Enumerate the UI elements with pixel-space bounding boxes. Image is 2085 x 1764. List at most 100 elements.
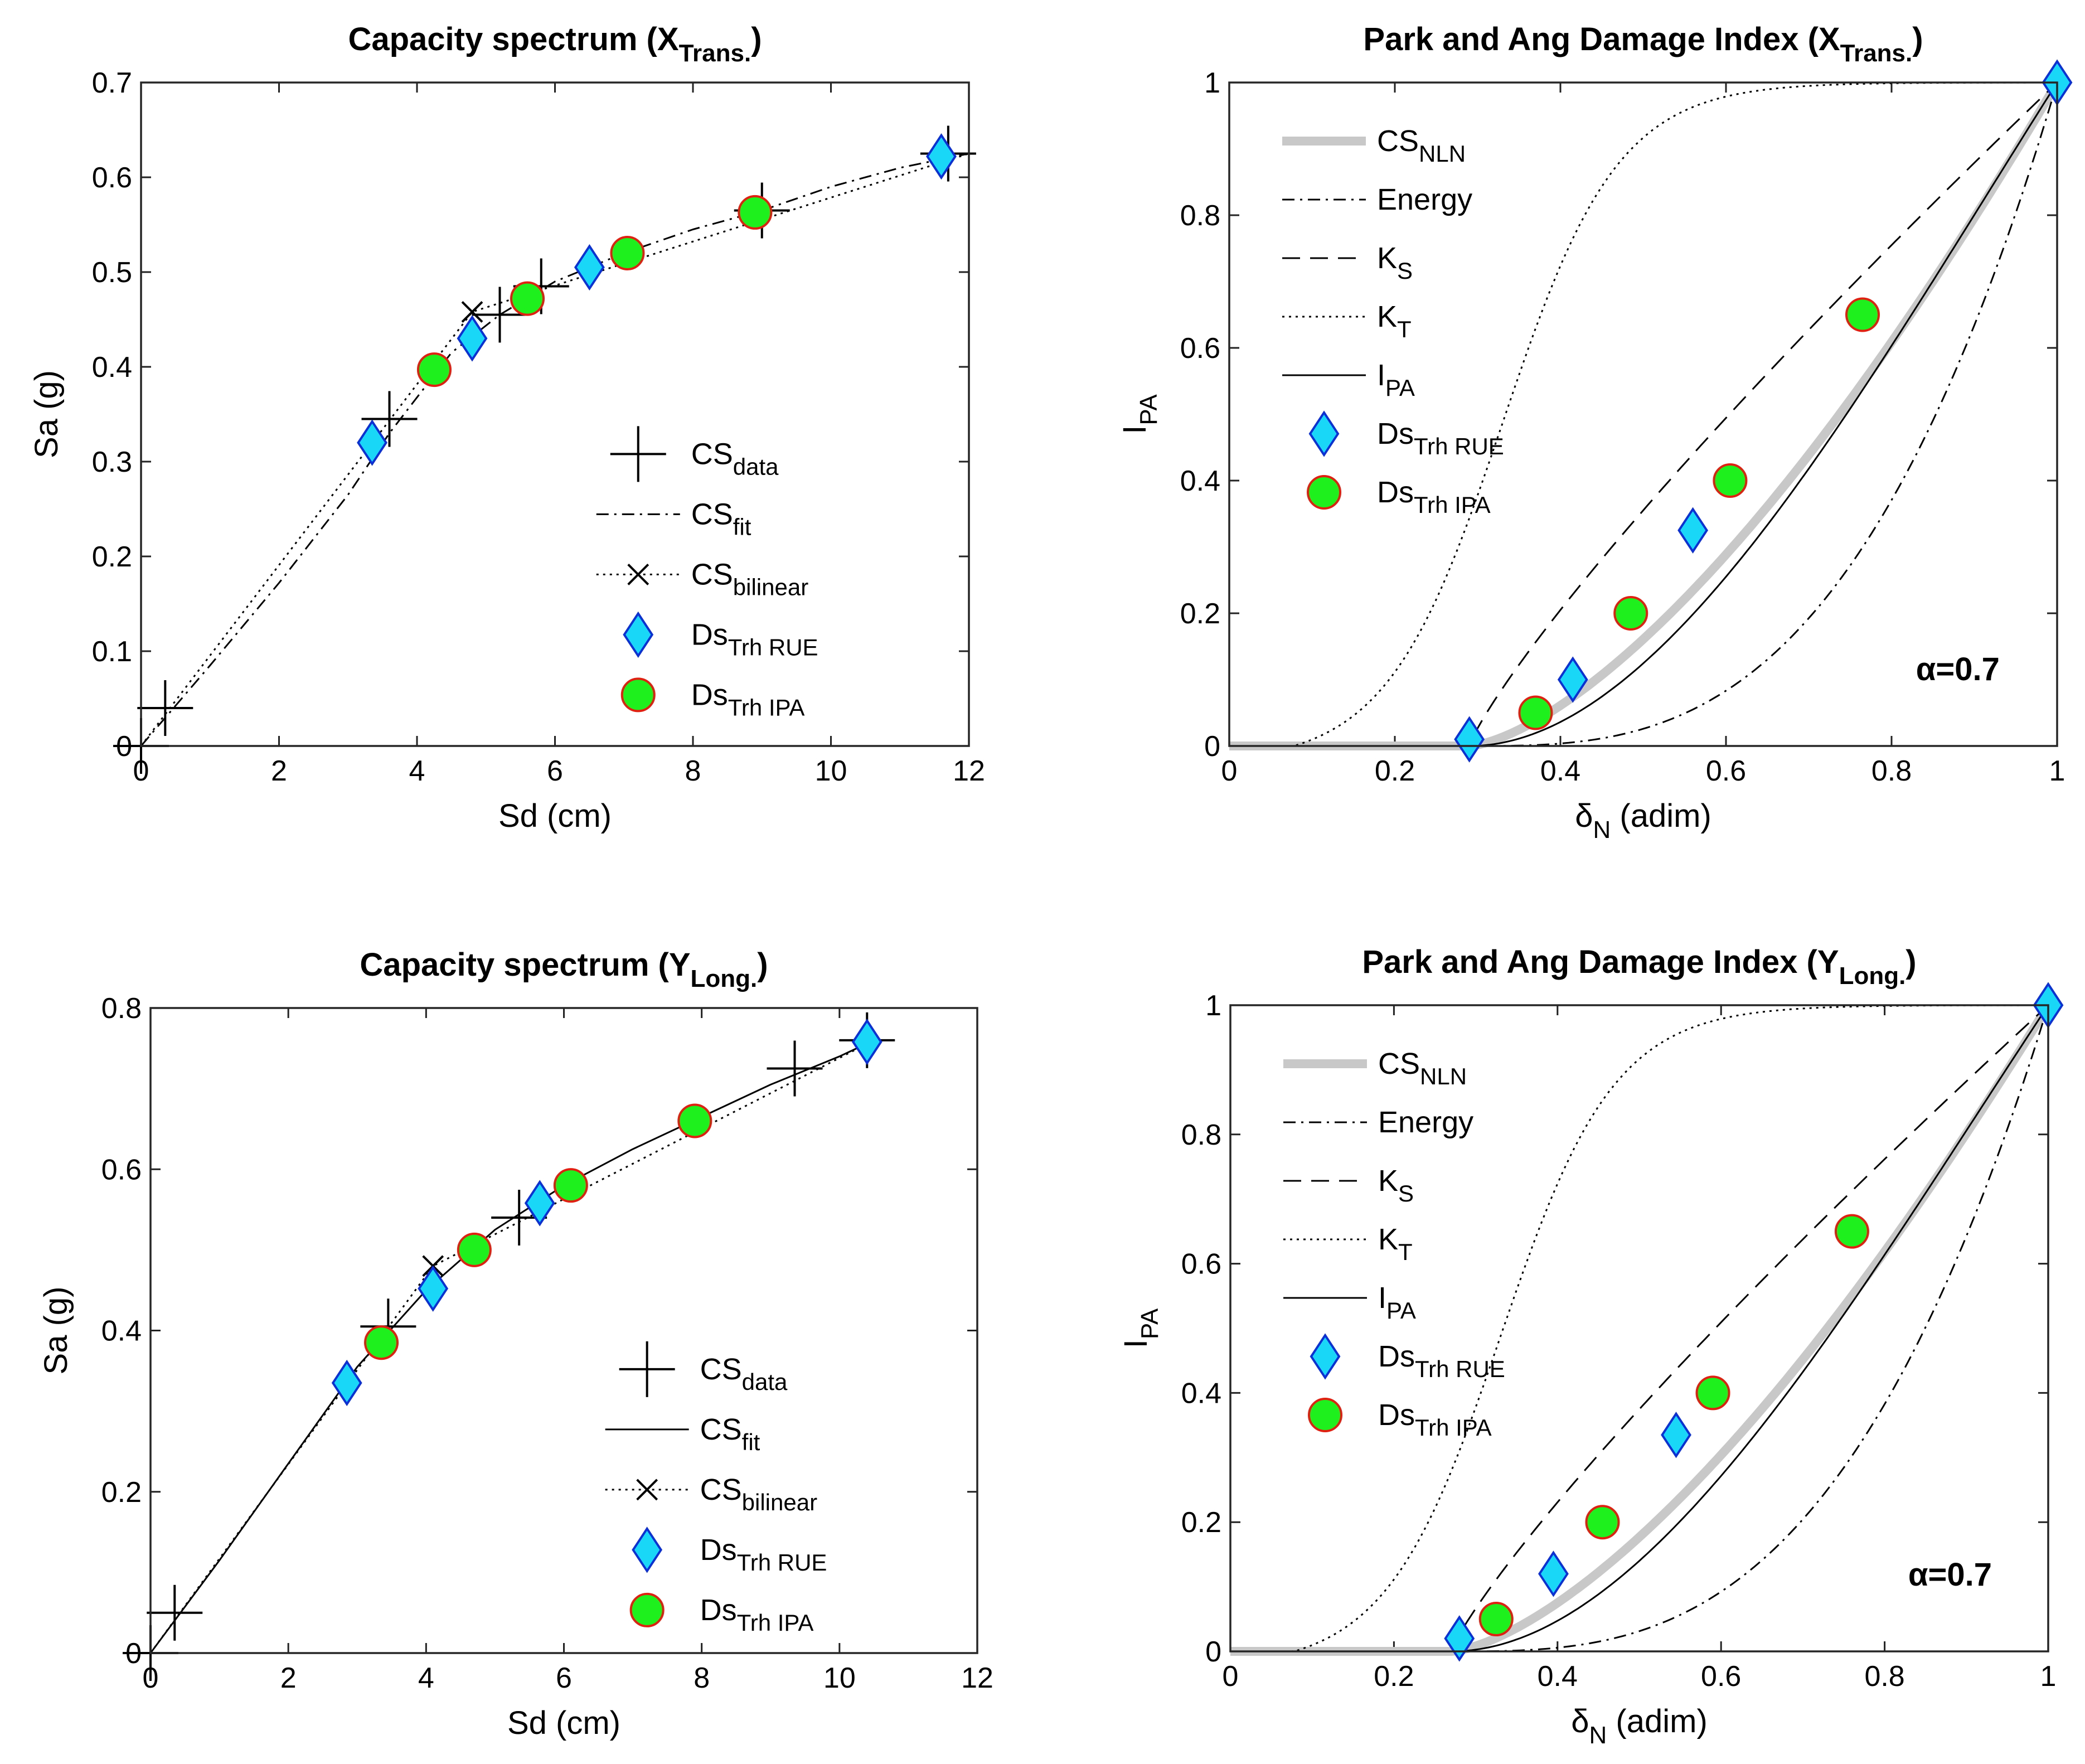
x-tick-label: 0.2	[1374, 1660, 1414, 1693]
x-tick-label: 0.8	[1871, 755, 1912, 787]
ds-rue-point	[524, 1180, 555, 1227]
ds-ipa-point	[1518, 695, 1553, 730]
legend-label: DsTrh RUE	[1377, 417, 1504, 459]
y-axis-label: Sa (g)	[38, 1287, 74, 1375]
chart-title-end: )	[757, 947, 768, 983]
y-axis-label-base: I	[1118, 1339, 1154, 1348]
plot-area	[141, 83, 969, 746]
chart-title-sub: Long.	[1839, 962, 1906, 990]
legend-label: KS	[1378, 1164, 1414, 1206]
legend-label-sub: fit	[733, 513, 751, 540]
x-tick-label: 4	[418, 1662, 434, 1694]
x-tick-label: 8	[685, 755, 701, 787]
y-tick-label: 0.2	[1181, 1506, 1221, 1539]
y-axis-label: Sa (g)	[28, 370, 65, 458]
legend-marker-sample	[1308, 1398, 1342, 1432]
chart-2: 0 0.2 0.4 0.6 0.8 1 0 0.2 0.4 0.6 0.8 1 Park and Ang…	[1117, 21, 2073, 844]
chart-title-end: )	[751, 21, 762, 57]
y-tick-label: 0.2	[1180, 598, 1220, 630]
legend-label-base: CS	[700, 1353, 742, 1386]
legend-label-base: Energy	[1378, 1106, 1473, 1139]
legend-label-base: Ds	[700, 1533, 737, 1567]
legend-label: CSfit	[700, 1413, 760, 1455]
chart-title: Capacity spectrum (YLong.)	[360, 947, 768, 992]
legend-label-base: Ds	[691, 678, 728, 711]
legend-label-sub: NLN	[1420, 1063, 1467, 1089]
ds-rue-point	[1444, 1615, 1475, 1662]
plot-frame	[149, 1007, 978, 1654]
y-tick-label: 0.2	[101, 1476, 142, 1509]
y-axis-label: IPA	[1117, 394, 1162, 434]
y-axis-label-base: Sa (g)	[38, 1287, 74, 1375]
legend-label: DsTrh IPA	[1378, 1398, 1492, 1441]
legend-marker-sample	[627, 563, 649, 585]
alpha-annotation: α=0.7	[1908, 1557, 1992, 1593]
y-tick-label: 0.5	[92, 256, 132, 289]
ds-ipa-point	[677, 1103, 712, 1138]
chart-1: 02468101200.10.20.30.40.50.60.7Capacity …	[28, 21, 985, 834]
ds-rue-point	[1661, 1412, 1691, 1458]
legend-label-base: CS	[1378, 1047, 1420, 1080]
legend-label-base: Ds	[1378, 1398, 1415, 1432]
legend-label: CSdata	[691, 437, 779, 479]
ks-line	[1229, 81, 2058, 747]
x-tick-label: 10	[823, 1662, 856, 1694]
x-axis-label: δN (adim)	[1575, 798, 1711, 844]
x-axis-label-base: Sd (cm)	[507, 1705, 620, 1741]
chart-title-base: Capacity spectrum (X	[348, 21, 678, 57]
y-tick-label: 0.6	[1180, 332, 1220, 365]
y-tick-label: 0.4	[92, 351, 132, 384]
legend-label-sub: T	[1398, 1239, 1413, 1265]
legend-label-base: Ds	[1377, 476, 1414, 509]
legend-label-base: CS	[700, 1413, 742, 1446]
legend-label-sub: NLN	[1419, 140, 1466, 167]
legend-label: Energy	[1378, 1106, 1473, 1139]
y-tick-label: 0.6	[92, 162, 132, 194]
y-axis-label-base: I	[1117, 425, 1153, 434]
ds-ipa-point	[1478, 1602, 1514, 1637]
ds-rue-point	[457, 315, 488, 362]
y-tick-label: 1	[1204, 67, 1220, 99]
x-tick-label: 10	[815, 755, 847, 787]
legend-label: DsTrh RUE	[700, 1533, 827, 1576]
legend-label-base: CS	[1377, 124, 1419, 158]
x-tick-label: 0.6	[1706, 755, 1746, 787]
legend-label: Energy	[1377, 183, 1472, 216]
y-tick-label: 0.4	[1181, 1377, 1221, 1409]
alpha-annotation: α=0.7	[1916, 651, 2000, 687]
legend-marker-sample	[632, 1526, 663, 1573]
ds-rue-point	[1538, 1550, 1569, 1597]
legend-marker-sample	[636, 1479, 658, 1501]
ds-ipa-point	[457, 1232, 492, 1267]
legend-marker-sample	[629, 1592, 665, 1627]
legend-label-base: Ds	[700, 1593, 737, 1627]
legend-label-base: Ds	[1378, 1340, 1415, 1373]
cs-bilinear-point	[461, 301, 483, 323]
x-tick-label: 0	[1223, 1660, 1239, 1693]
x-tick-label: 1	[2040, 1660, 2057, 1693]
ds-ipa-point	[1613, 596, 1648, 631]
y-axis-label-group: Sa (g)	[28, 370, 65, 458]
y-tick-label: 0	[1205, 1636, 1221, 1668]
x-axis-label-sub: N	[1593, 816, 1611, 844]
ds-ipa-point	[738, 195, 773, 230]
legend-label-base: Energy	[1377, 183, 1472, 216]
plot-frame	[1229, 1004, 2049, 1652]
legend-label-base: I	[1377, 358, 1385, 392]
legend-label-base: CS	[691, 558, 733, 591]
x-tick-label: 2	[271, 755, 287, 787]
y-tick-label: 0.8	[1180, 200, 1220, 232]
legend-label: KS	[1377, 241, 1413, 284]
ds-ipa-point	[364, 1325, 399, 1360]
ds-rue-point	[926, 133, 957, 180]
legend-label-sub: Trh RUE	[1414, 433, 1504, 459]
legend-marker-sample	[623, 611, 654, 658]
y-axis-label-sub: PA	[1136, 1308, 1163, 1339]
legend-label-base: I	[1378, 1281, 1386, 1315]
x-axis-label-end: (adim)	[1607, 1703, 1707, 1739]
legend-label-base: CS	[691, 437, 733, 471]
y-tick-label: 0.3	[92, 446, 132, 478]
legend-label: KT	[1378, 1223, 1413, 1265]
